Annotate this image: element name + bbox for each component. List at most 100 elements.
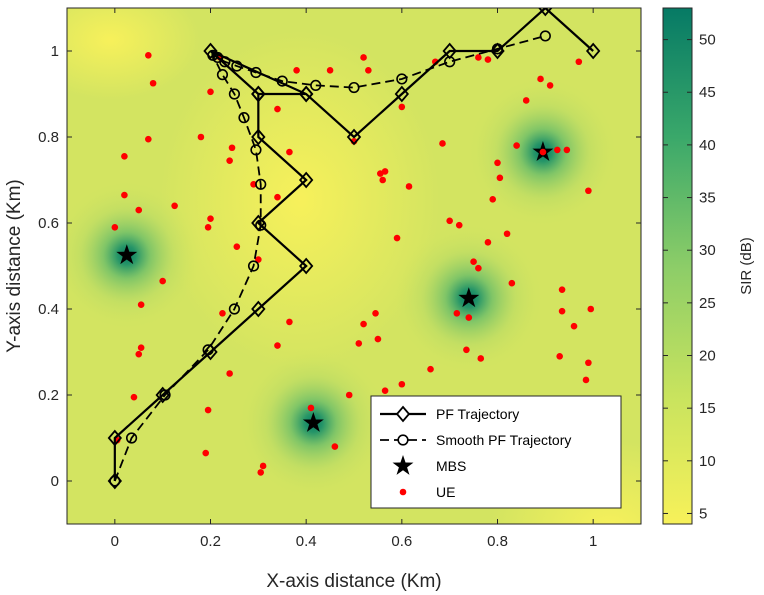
mbs-star [116, 244, 138, 265]
pf-trajectory-marker [346, 128, 362, 146]
ue-point [558, 286, 566, 293]
smooth-pf-trajectory-marker [276, 75, 288, 87]
ue-point [233, 243, 241, 250]
colorbar-tick-label: 10 [699, 453, 716, 470]
ue-point [381, 387, 389, 395]
ue-point [197, 133, 205, 141]
ue-point [202, 449, 210, 457]
x-tick-label: 0.2 [200, 533, 221, 550]
ue-point [377, 170, 384, 177]
pf-trajectory-line [113, 8, 594, 481]
smooth-pf-trajectory-marker [491, 43, 504, 55]
smooth-pf-trajectory-marker [216, 69, 229, 81]
ue-point [226, 157, 233, 164]
smooth-pf-trajectory-line [113, 35, 546, 482]
smooth-pf-trajectory-marker [255, 178, 267, 190]
x-tick-label: 0.4 [296, 533, 317, 550]
pf-trajectory-marker [298, 257, 314, 275]
ue-point [374, 335, 382, 343]
ue-point [121, 191, 128, 199]
ue-point [484, 239, 492, 246]
ue-point [360, 54, 367, 61]
legend-label: MBS [436, 458, 466, 474]
smooth-pf-trajectory-marker [109, 475, 121, 487]
ue-point [439, 140, 446, 147]
ue-point [274, 342, 281, 349]
ue-point [587, 305, 595, 313]
ue-point [393, 234, 401, 242]
ue-point [522, 97, 530, 104]
pf-trajectory-marker [251, 300, 266, 318]
ue-point [204, 224, 212, 231]
y-axis: 0 0.2 0.4 0.6 0.8 1 [38, 43, 641, 490]
ue-point [257, 469, 265, 476]
ue-point [130, 393, 138, 401]
ue-point [484, 56, 492, 63]
ue-point [558, 307, 566, 315]
heatmap-low-region [67, 8, 200, 100]
pf-trajectory-marker [107, 429, 123, 447]
ue-point [360, 320, 367, 328]
ue-point [446, 217, 453, 225]
colorbar-tick-label: 40 [699, 137, 716, 154]
ue-point [556, 353, 563, 360]
legend-ue-marker [399, 488, 407, 496]
ue-point [145, 52, 152, 59]
smooth-pf-trajectory-marker [396, 73, 408, 85]
smooth-pf-trajectory-marker [250, 144, 262, 156]
ue-point [470, 258, 477, 266]
legend-pf-marker [395, 405, 411, 423]
ue-point [455, 221, 463, 229]
mbs-star [458, 287, 480, 308]
ue-point [326, 67, 334, 74]
x-tick-label: 0.6 [391, 533, 412, 550]
ue-point [365, 67, 372, 74]
smooth-pf-trajectory-marker [125, 432, 138, 444]
ue-point [405, 183, 413, 190]
smooth-pf-trajectory-marker [348, 81, 360, 94]
pf-trajectory-marker [203, 343, 218, 361]
ue-point [475, 54, 482, 61]
trajectories [107, 8, 601, 490]
ue-point [539, 148, 547, 156]
ue-point [204, 406, 212, 414]
ue-point [111, 224, 119, 231]
colorbar-tick-label: 35 [699, 190, 716, 207]
smooth-pf-trajectory-marker [255, 219, 267, 231]
ue-point [121, 153, 128, 160]
ue-point [585, 187, 592, 195]
ue-point [585, 359, 592, 367]
ue-point [145, 135, 152, 143]
y-axis-title: Y-axis distance (Km) [4, 179, 25, 353]
ue-point [207, 215, 214, 222]
colorbar-tick-label: 30 [699, 242, 716, 259]
mbs-star [302, 411, 324, 432]
smooth-pf-trajectory-marker [202, 344, 214, 356]
colorbar-tick-label: 25 [699, 295, 716, 312]
pf-trajectory-marker [394, 85, 410, 103]
ue-point [137, 344, 145, 352]
legend-mbs-marker [392, 455, 414, 475]
ue-point [159, 277, 166, 285]
ue-point [286, 318, 293, 326]
colorbar-tick-label: 45 [699, 84, 716, 101]
mbs-points [116, 141, 554, 432]
colorbar-tick-label: 20 [699, 348, 716, 365]
smooth-pf-trajectory-marker [539, 30, 551, 42]
colorbar-title: SIR (dB) [738, 237, 755, 295]
ue-point [503, 230, 511, 238]
smooth-pf-trajectory-marker [228, 303, 241, 315]
smooth-pf-trajectory-marker [444, 56, 456, 68]
ue-point [345, 391, 353, 399]
ue-point [398, 103, 406, 111]
legend-smooth-marker [397, 434, 409, 446]
ue-point [228, 144, 236, 152]
ue-point [570, 322, 578, 330]
ue-point [135, 350, 143, 358]
ue-point [274, 193, 281, 201]
colorbar-tick-label: 5 [699, 505, 707, 522]
smooth-pf-trajectory-marker [310, 79, 322, 91]
ue-point [293, 67, 300, 74]
ue-point [355, 340, 363, 347]
